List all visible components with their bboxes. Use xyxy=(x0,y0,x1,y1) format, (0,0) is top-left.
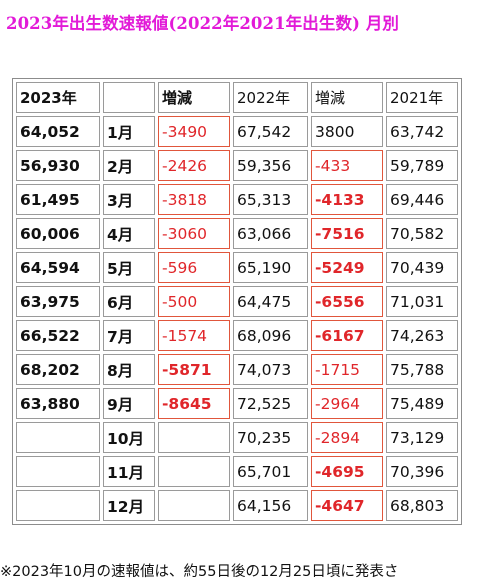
cell-month: 2月 xyxy=(103,150,155,181)
cell-births-2021: 70,396 xyxy=(386,456,458,487)
cell-births-2021: 74,263 xyxy=(386,320,458,351)
table-row: 63,880 9月 -8645 72,525 -2964 75,489 xyxy=(16,388,458,419)
cell-births-2022: 74,073 xyxy=(233,354,308,385)
cell-births-2021: 63,742 xyxy=(386,116,458,147)
cell-month: 6月 xyxy=(103,286,155,317)
cell-births-2022: 67,542 xyxy=(233,116,308,147)
cell-change-2022: -2894 xyxy=(311,422,383,453)
cell-births-2023: 68,202 xyxy=(16,354,100,385)
header-month xyxy=(103,82,155,113)
cell-births-2021: 73,129 xyxy=(386,422,458,453)
cell-change-2022: -1715 xyxy=(311,354,383,385)
page-title: 2023年出生数速報値(2022年2021年出生数) 月別 xyxy=(6,14,400,33)
cell-births-2022: 65,313 xyxy=(233,184,308,215)
table-row: 66,522 7月 -1574 68,096 -6167 74,263 xyxy=(16,320,458,351)
cell-births-2021: 70,582 xyxy=(386,218,458,249)
cell-births-2022: 59,356 xyxy=(233,150,308,181)
table-row: 68,202 8月 -5871 74,073 -1715 75,788 xyxy=(16,354,458,385)
header-births-2023: 2023年 xyxy=(16,82,100,113)
table-row: 10月 70,235 -2894 73,129 xyxy=(16,422,458,453)
births-table: 2023年 増減 2022年 増減 2021年 64,052 1月 -3490 67,542 38… xyxy=(12,78,462,525)
cell-change-2023: -1574 xyxy=(158,320,230,351)
table-row: 64,594 5月 -596 65,190 -5249 70,439 xyxy=(16,252,458,283)
cell-births-2023: 63,975 xyxy=(16,286,100,317)
cell-births-2021: 70,439 xyxy=(386,252,458,283)
cell-births-2022: 65,190 xyxy=(233,252,308,283)
cell-month: 12月 xyxy=(103,490,155,521)
cell-births-2022: 68,096 xyxy=(233,320,308,351)
table-row: 63,975 6月 -500 64,475 -6556 71,031 xyxy=(16,286,458,317)
cell-births-2023 xyxy=(16,456,100,487)
cell-change-2022: -5249 xyxy=(311,252,383,283)
cell-change-2022: -4647 xyxy=(311,490,383,521)
cell-change-2023: -2426 xyxy=(158,150,230,181)
cell-births-2022: 65,701 xyxy=(233,456,308,487)
cell-change-2023: -5871 xyxy=(158,354,230,385)
cell-births-2022: 70,235 xyxy=(233,422,308,453)
cell-change-2023: -596 xyxy=(158,252,230,283)
cell-month: 10月 xyxy=(103,422,155,453)
cell-births-2022: 64,475 xyxy=(233,286,308,317)
cell-births-2021: 71,031 xyxy=(386,286,458,317)
cell-births-2021: 75,489 xyxy=(386,388,458,419)
cell-births-2022: 64,156 xyxy=(233,490,308,521)
cell-change-2022: -4133 xyxy=(311,184,383,215)
table-row: 12月 64,156 -4647 68,803 xyxy=(16,490,458,521)
cell-births-2022: 72,525 xyxy=(233,388,308,419)
cell-births-2023: 66,522 xyxy=(16,320,100,351)
cell-month: 4月 xyxy=(103,218,155,249)
cell-month: 11月 xyxy=(103,456,155,487)
cell-births-2023: 64,594 xyxy=(16,252,100,283)
cell-change-2023: -3490 xyxy=(158,116,230,147)
table-row: 11月 65,701 -4695 70,396 xyxy=(16,456,458,487)
cell-month: 7月 xyxy=(103,320,155,351)
cell-change-2022: 3800 xyxy=(311,116,383,147)
header-row: 2023年 増減 2022年 増減 2021年 xyxy=(16,82,458,113)
cell-month: 9月 xyxy=(103,388,155,419)
cell-change-2022: -4695 xyxy=(311,456,383,487)
cell-births-2023: 60,006 xyxy=(16,218,100,249)
cell-month: 5月 xyxy=(103,252,155,283)
cell-change-2022: -433 xyxy=(311,150,383,181)
cell-change-2023 xyxy=(158,456,230,487)
cell-births-2023: 56,930 xyxy=(16,150,100,181)
table-row: 64,052 1月 -3490 67,542 3800 63,742 xyxy=(16,116,458,147)
cell-month: 3月 xyxy=(103,184,155,215)
cell-births-2023 xyxy=(16,422,100,453)
cell-change-2023: -500 xyxy=(158,286,230,317)
cell-month: 8月 xyxy=(103,354,155,385)
cell-births-2023: 61,495 xyxy=(16,184,100,215)
cell-births-2023: 64,052 xyxy=(16,116,100,147)
cell-change-2022: -7516 xyxy=(311,218,383,249)
cell-change-2023: -8645 xyxy=(158,388,230,419)
header-change-2022: 増減 xyxy=(311,82,383,113)
cell-births-2022: 63,066 xyxy=(233,218,308,249)
births-table-body: 2023年 増減 2022年 増減 2021年 64,052 1月 -3490 67,542 38… xyxy=(16,82,458,521)
header-births-2021: 2021年 xyxy=(386,82,458,113)
cell-change-2022: -6556 xyxy=(311,286,383,317)
cell-month: 1月 xyxy=(103,116,155,147)
cell-change-2022: -6167 xyxy=(311,320,383,351)
table-row: 60,006 4月 -3060 63,066 -7516 70,582 xyxy=(16,218,458,249)
header-births-2022: 2022年 xyxy=(233,82,308,113)
header-change-2023: 増減 xyxy=(158,82,230,113)
cell-births-2021: 59,789 xyxy=(386,150,458,181)
table-row: 61,495 3月 -3818 65,313 -4133 69,446 xyxy=(16,184,458,215)
cell-births-2021: 75,788 xyxy=(386,354,458,385)
cell-births-2023: 63,880 xyxy=(16,388,100,419)
cell-births-2023 xyxy=(16,490,100,521)
cell-change-2022: -2964 xyxy=(311,388,383,419)
cell-change-2023: -3818 xyxy=(158,184,230,215)
cell-change-2023: -3060 xyxy=(158,218,230,249)
cell-change-2023 xyxy=(158,490,230,521)
table-row: 56,930 2月 -2426 59,356 -433 59,789 xyxy=(16,150,458,181)
cell-births-2021: 69,446 xyxy=(386,184,458,215)
footnote: ※2023年10月の速報値は、約55日後の12月25日頃に発表さ xyxy=(0,564,399,580)
cell-change-2023 xyxy=(158,422,230,453)
cell-births-2021: 68,803 xyxy=(386,490,458,521)
